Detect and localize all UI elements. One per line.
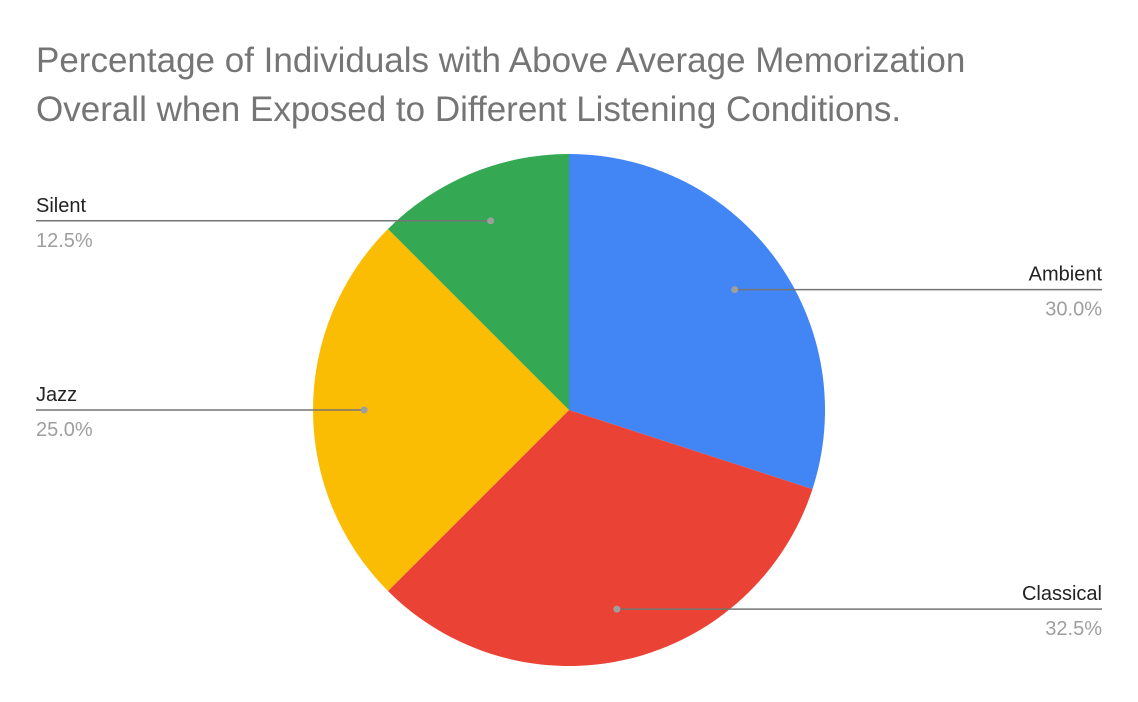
leader-dot-ambient [731,286,739,294]
chart-title-line-1: Percentage of Individuals with Above Ave… [36,41,965,80]
chart-title-line-2: Overall when Exposed to Different Listen… [36,90,901,129]
leader-dot-jazz [360,406,368,414]
slice-label-silent: Silent [36,195,86,217]
slice-value-silent: 12.5% [36,230,93,252]
slice-value-jazz: 25.0% [36,419,93,441]
pie-labels: Ambient 30.0% Classical 32.5% Jazz 25.0% Silen… [36,195,1102,640]
pie-slice-silent [387,154,569,410]
pie-slice-classical [387,410,813,667]
pie-slices [313,154,825,667]
slice-label-classical: Classical [1022,583,1102,605]
slice-label-ambient: Ambient [1029,264,1103,286]
leader-dot-classical [613,605,621,613]
pie-slice-jazz [313,228,569,592]
slice-value-classical: 32.5% [1045,618,1102,640]
chart-title: Percentage of Individuals with Above Ave… [36,41,975,129]
slice-label-jazz: Jazz [36,384,77,406]
slice-value-ambient: 30.0% [1045,299,1102,321]
leader-dot-silent [487,217,495,225]
pie-slice-ambient [569,154,825,490]
